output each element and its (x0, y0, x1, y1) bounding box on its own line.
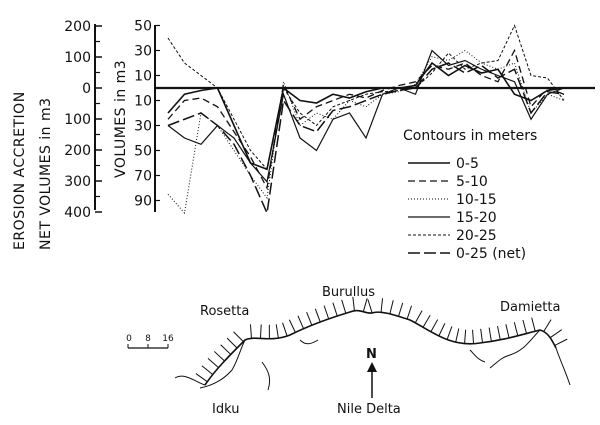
label-burullus: Burullus (322, 285, 375, 300)
right-tick-label: 50 (134, 144, 152, 160)
left-tick-label: 100 (64, 112, 91, 128)
left-tick-label: 100 (64, 50, 91, 66)
right-tick-label: 90 (134, 194, 152, 210)
series-line-4 (167, 24, 565, 171)
legend-label: 15-20 (456, 210, 497, 226)
legend-label: 0-5 (456, 156, 479, 172)
label-idku: Idku (212, 402, 239, 417)
right-tick-label: 10 (134, 69, 152, 85)
left-axis-label-1: EROSION ACCRETION (12, 91, 28, 250)
scale-tick-1: 8 (145, 334, 151, 344)
north-label: N (366, 347, 377, 362)
right-axis: VOLUMES in m3 50 30 10 10 30 50 70 90 (113, 19, 160, 212)
nile-delta-map: Rosetta Burullus Damietta Idku Nile Delt… (126, 285, 571, 417)
right-tick-label: 70 (134, 169, 152, 185)
series-line-2 (167, 49, 565, 215)
left-axis-label-2: NET VOLUMES in m3 (38, 97, 54, 250)
label-rosetta: Rosetta (200, 304, 249, 319)
right-tick-label: 10 (134, 94, 152, 110)
legend-label: 20-25 (456, 228, 497, 244)
left-tick-label: 200 (64, 19, 91, 35)
left-axis: EROSION ACCRETION NET VOLUMES in m3 200 1… (12, 19, 102, 250)
left-tick-label: 0 (82, 81, 91, 97)
series-line-3 (167, 49, 565, 184)
series-line-1 (167, 48, 565, 191)
legend-label: 5-10 (456, 174, 488, 190)
scale-tick-2: 16 (162, 334, 174, 344)
left-tick-label: 300 (64, 174, 91, 190)
series-line-0 (167, 61, 565, 171)
legend-label: 0-25 (net) (456, 246, 526, 262)
legend: Contours in meters 0-5 5-10 10-15 15-20 20-2… (403, 128, 537, 262)
series-line-5 (167, 62, 565, 216)
left-tick-label: 400 (64, 205, 91, 221)
label-nile-delta: Nile Delta (337, 402, 401, 417)
scale-bar: 0 8 16 (126, 334, 174, 349)
legend-label: 10-15 (456, 192, 497, 208)
legend-title: Contours in meters (403, 128, 537, 144)
scale-tick-0: 0 (126, 334, 132, 344)
label-damietta: Damietta (500, 300, 560, 315)
right-tick-label: 30 (134, 44, 152, 60)
north-arrow-icon (367, 362, 377, 398)
right-axis-label: VOLUMES in m3 (113, 60, 129, 178)
left-tick-label: 200 (64, 143, 91, 159)
right-tick-label: 30 (134, 119, 152, 135)
right-tick-label: 50 (134, 19, 152, 35)
